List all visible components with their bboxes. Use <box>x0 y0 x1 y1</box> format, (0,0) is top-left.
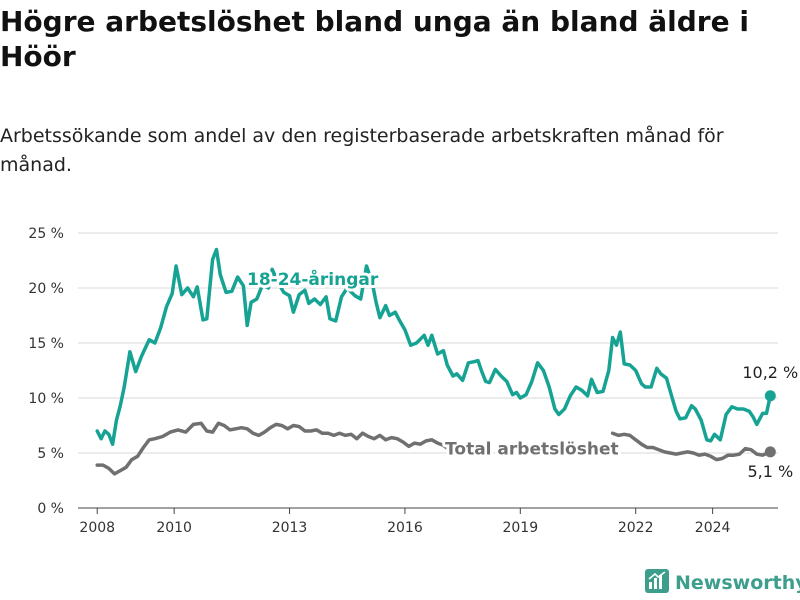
chart-title: Högre arbetslöshet bland unga än bland ä… <box>0 5 749 73</box>
x-tick-label: 2010 <box>156 520 192 536</box>
series-line-total <box>95 421 451 476</box>
series-label-total: Total arbetslöshet <box>445 440 619 460</box>
series-label-youth: 18-24-åringar <box>247 268 379 290</box>
series-line-total <box>610 431 773 462</box>
y-tick-label: 15 % <box>28 336 64 352</box>
brand-name: Newsworthy <box>675 572 800 594</box>
x-tick-label: 2022 <box>618 520 654 536</box>
newsworthy-logo-icon <box>645 569 669 597</box>
series-label-total-halo: Total arbetslöshet <box>445 440 619 460</box>
y-tick-label: 25 % <box>28 226 64 242</box>
x-tick-label: 2016 <box>387 520 423 536</box>
end-label-total: 5,1 % <box>747 462 793 481</box>
end-label-youth: 10,2 % <box>742 363 798 382</box>
y-tick-label: 10 % <box>28 391 64 407</box>
chart-subtitle: Arbetssökande som andel av den registerb… <box>0 125 724 176</box>
y-tick-label: 0 % <box>37 501 64 517</box>
x-tick-label: 2019 <box>502 520 538 536</box>
end-point-total <box>764 446 776 458</box>
end-point-youth <box>764 390 776 402</box>
series-line-youth <box>95 247 773 446</box>
series-label-youth-halo: 18-24-åringar <box>247 268 379 290</box>
y-tick-label: 20 % <box>28 281 64 297</box>
brand-logo: Newsworthy <box>645 568 800 598</box>
x-tick-label: 2008 <box>79 520 115 536</box>
x-tick-label: 2013 <box>272 520 308 536</box>
y-tick-label: 5 % <box>37 446 64 462</box>
x-tick-label: 2024 <box>695 520 731 536</box>
